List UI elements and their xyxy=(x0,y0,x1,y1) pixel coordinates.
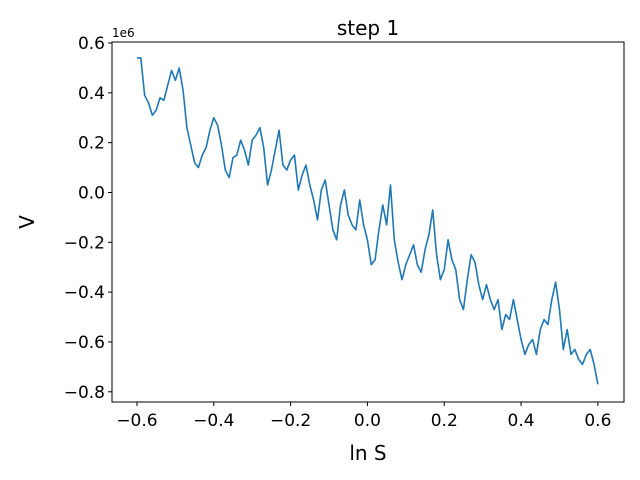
x-tick-label: −0.2 xyxy=(270,411,311,431)
y-tick-label: 0.4 xyxy=(78,84,105,104)
y-tick-label: −0.2 xyxy=(64,233,105,253)
y-offset-label: 1e6 xyxy=(112,26,135,40)
x-tick-label: −0.6 xyxy=(116,411,157,431)
y-tick-label: 0.2 xyxy=(78,134,105,154)
x-tick-label: 0.6 xyxy=(584,411,611,431)
axes-frame xyxy=(111,41,625,403)
chart-title: step 1 xyxy=(337,16,399,40)
x-tick-label: 0.4 xyxy=(508,411,535,431)
y-tick-label: −0.6 xyxy=(64,333,105,353)
x-tick-label: 0.2 xyxy=(431,411,458,431)
x-tick-label: −0.4 xyxy=(193,411,234,431)
y-tick-label: 0.0 xyxy=(78,183,105,203)
y-tick-label: −0.4 xyxy=(64,283,105,303)
x-axis-label: ln S xyxy=(349,441,386,465)
y-tick-label: −0.8 xyxy=(64,383,105,403)
x-tick-label: 0.0 xyxy=(354,411,381,431)
y-tick-label: 0.6 xyxy=(78,34,105,54)
data-line xyxy=(136,57,599,385)
y-axis-label: V xyxy=(15,215,39,229)
